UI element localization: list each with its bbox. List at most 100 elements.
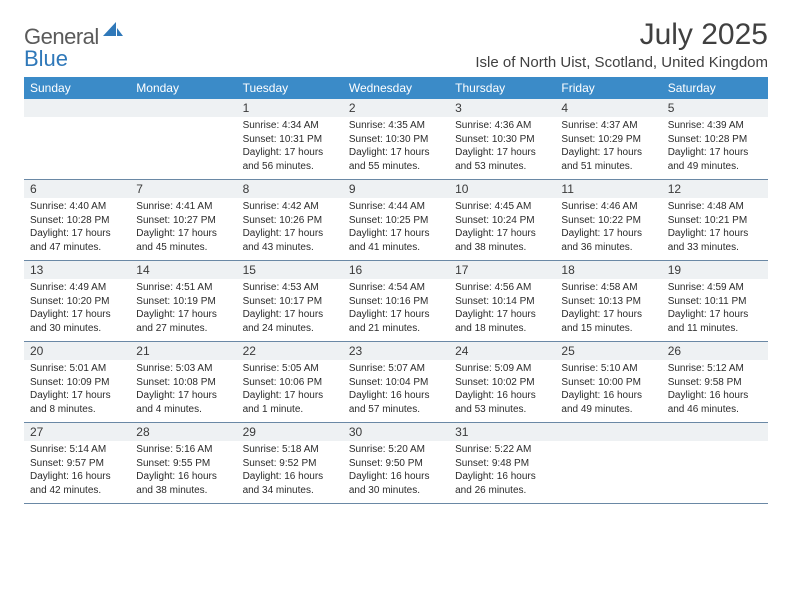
day-number-cell: 9	[343, 180, 449, 199]
day-details: Sunrise: 4:40 AMSunset: 10:28 PMDaylight…	[24, 198, 130, 260]
day-content-cell: Sunrise: 4:48 AMSunset: 10:21 PMDaylight…	[662, 198, 768, 261]
day-number: 10	[449, 180, 555, 198]
weekday-header: Thursday	[449, 77, 555, 99]
day-details: Sunrise: 5:20 AMSunset: 9:50 PMDaylight:…	[343, 441, 449, 503]
logo-text-blue: Blue	[24, 46, 68, 71]
weekday-header: Wednesday	[343, 77, 449, 99]
day-number-cell	[555, 423, 661, 442]
day-number-cell: 12	[662, 180, 768, 199]
day-content-cell: Sunrise: 4:41 AMSunset: 10:27 PMDaylight…	[130, 198, 236, 261]
day-details: Sunrise: 4:35 AMSunset: 10:30 PMDaylight…	[343, 117, 449, 179]
weekday-header: Friday	[555, 77, 661, 99]
day-content-cell	[662, 441, 768, 504]
title-block: July 2025 Isle of North Uist, Scotland, …	[475, 18, 768, 71]
day-number-cell: 15	[237, 261, 343, 280]
day-content-cell: Sunrise: 4:59 AMSunset: 10:11 PMDaylight…	[662, 279, 768, 342]
day-number	[555, 423, 661, 441]
day-content-cell: Sunrise: 5:05 AMSunset: 10:06 PMDaylight…	[237, 360, 343, 423]
calendar-body: 12345Sunrise: 4:34 AMSunset: 10:31 PMDay…	[24, 99, 768, 504]
logo-sail-icon	[103, 22, 123, 43]
day-content-cell: Sunrise: 4:34 AMSunset: 10:31 PMDaylight…	[237, 117, 343, 180]
day-number: 25	[555, 342, 661, 360]
day-number-row: 12345	[24, 99, 768, 117]
weekday-header: Sunday	[24, 77, 130, 99]
day-number-cell: 24	[449, 342, 555, 361]
day-number: 18	[555, 261, 661, 279]
day-number: 17	[449, 261, 555, 279]
day-number: 22	[237, 342, 343, 360]
day-number: 19	[662, 261, 768, 279]
day-content-row: Sunrise: 5:14 AMSunset: 9:57 PMDaylight:…	[24, 441, 768, 504]
day-number-cell: 10	[449, 180, 555, 199]
day-number: 16	[343, 261, 449, 279]
day-number: 14	[130, 261, 236, 279]
day-content-cell: Sunrise: 4:49 AMSunset: 10:20 PMDaylight…	[24, 279, 130, 342]
day-content-row: Sunrise: 4:40 AMSunset: 10:28 PMDaylight…	[24, 198, 768, 261]
day-number-cell: 25	[555, 342, 661, 361]
day-number: 26	[662, 342, 768, 360]
day-details	[24, 117, 130, 125]
day-content-cell: Sunrise: 5:07 AMSunset: 10:04 PMDaylight…	[343, 360, 449, 423]
day-details: Sunrise: 5:10 AMSunset: 10:00 PMDaylight…	[555, 360, 661, 422]
day-content-cell: Sunrise: 4:37 AMSunset: 10:29 PMDaylight…	[555, 117, 661, 180]
day-number-cell: 13	[24, 261, 130, 280]
day-number: 21	[130, 342, 236, 360]
day-number: 5	[662, 99, 768, 117]
logo-blue-wrap: Blue	[24, 46, 68, 72]
day-details: Sunrise: 4:58 AMSunset: 10:13 PMDaylight…	[555, 279, 661, 341]
day-number: 1	[237, 99, 343, 117]
day-number-cell: 1	[237, 99, 343, 117]
day-details: Sunrise: 4:45 AMSunset: 10:24 PMDaylight…	[449, 198, 555, 260]
day-details: Sunrise: 5:05 AMSunset: 10:06 PMDaylight…	[237, 360, 343, 422]
day-number-cell: 21	[130, 342, 236, 361]
day-number	[130, 99, 236, 117]
weekday-header: Tuesday	[237, 77, 343, 99]
day-details: Sunrise: 4:59 AMSunset: 10:11 PMDaylight…	[662, 279, 768, 341]
day-content-cell: Sunrise: 5:22 AMSunset: 9:48 PMDaylight:…	[449, 441, 555, 504]
day-content-row: Sunrise: 4:34 AMSunset: 10:31 PMDaylight…	[24, 117, 768, 180]
day-number-cell: 26	[662, 342, 768, 361]
day-number: 31	[449, 423, 555, 441]
day-details: Sunrise: 4:44 AMSunset: 10:25 PMDaylight…	[343, 198, 449, 260]
day-details: Sunrise: 4:46 AMSunset: 10:22 PMDaylight…	[555, 198, 661, 260]
day-number-cell: 27	[24, 423, 130, 442]
day-number: 12	[662, 180, 768, 198]
day-number: 7	[130, 180, 236, 198]
day-content-cell: Sunrise: 4:45 AMSunset: 10:24 PMDaylight…	[449, 198, 555, 261]
day-number: 13	[24, 261, 130, 279]
day-content-cell: Sunrise: 4:53 AMSunset: 10:17 PMDaylight…	[237, 279, 343, 342]
day-details: Sunrise: 4:34 AMSunset: 10:31 PMDaylight…	[237, 117, 343, 179]
day-number-cell	[662, 423, 768, 442]
day-number: 2	[343, 99, 449, 117]
day-content-cell: Sunrise: 4:39 AMSunset: 10:28 PMDaylight…	[662, 117, 768, 180]
day-content-cell	[24, 117, 130, 180]
day-number: 15	[237, 261, 343, 279]
day-content-cell: Sunrise: 4:54 AMSunset: 10:16 PMDaylight…	[343, 279, 449, 342]
day-details: Sunrise: 4:42 AMSunset: 10:26 PMDaylight…	[237, 198, 343, 260]
day-number: 6	[24, 180, 130, 198]
day-number: 30	[343, 423, 449, 441]
day-details: Sunrise: 5:14 AMSunset: 9:57 PMDaylight:…	[24, 441, 130, 503]
day-content-cell: Sunrise: 4:42 AMSunset: 10:26 PMDaylight…	[237, 198, 343, 261]
day-number	[24, 99, 130, 117]
day-content-row: Sunrise: 4:49 AMSunset: 10:20 PMDaylight…	[24, 279, 768, 342]
day-content-cell	[130, 117, 236, 180]
day-number: 3	[449, 99, 555, 117]
calendar-table: Sunday Monday Tuesday Wednesday Thursday…	[24, 77, 768, 504]
weekday-header: Saturday	[662, 77, 768, 99]
day-details: Sunrise: 5:12 AMSunset: 9:58 PMDaylight:…	[662, 360, 768, 422]
day-content-cell: Sunrise: 4:35 AMSunset: 10:30 PMDaylight…	[343, 117, 449, 180]
day-number-cell: 19	[662, 261, 768, 280]
day-content-cell: Sunrise: 5:18 AMSunset: 9:52 PMDaylight:…	[237, 441, 343, 504]
day-details: Sunrise: 5:22 AMSunset: 9:48 PMDaylight:…	[449, 441, 555, 503]
day-content-cell: Sunrise: 5:12 AMSunset: 9:58 PMDaylight:…	[662, 360, 768, 423]
day-number: 29	[237, 423, 343, 441]
day-number-cell: 17	[449, 261, 555, 280]
day-number-cell: 7	[130, 180, 236, 199]
day-number: 27	[24, 423, 130, 441]
day-number: 24	[449, 342, 555, 360]
day-content-cell: Sunrise: 5:10 AMSunset: 10:00 PMDaylight…	[555, 360, 661, 423]
day-number-cell: 6	[24, 180, 130, 199]
day-number-cell: 11	[555, 180, 661, 199]
day-content-row: Sunrise: 5:01 AMSunset: 10:09 PMDaylight…	[24, 360, 768, 423]
